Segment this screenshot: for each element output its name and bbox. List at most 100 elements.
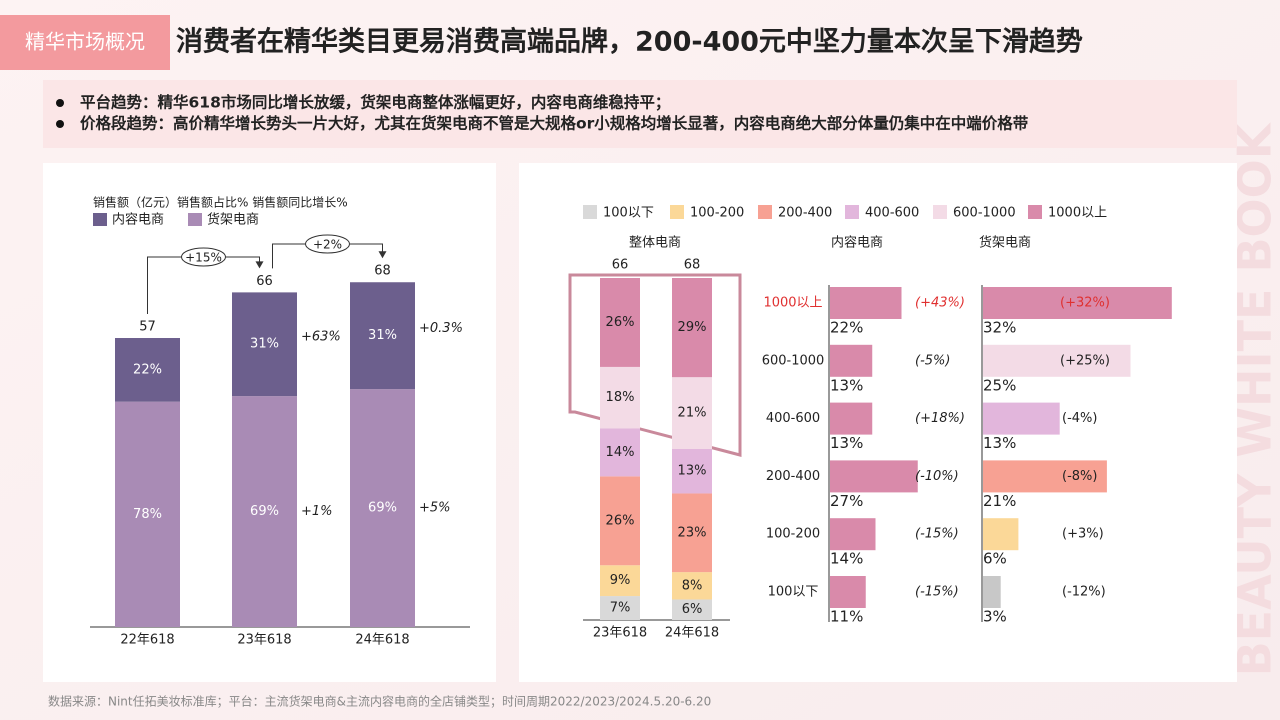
value-label: 13%	[983, 434, 1016, 452]
growth-label: (-8%)	[1062, 469, 1097, 484]
bar-segment	[232, 292, 297, 397]
bar	[983, 576, 1001, 608]
bar-segment	[672, 449, 712, 494]
value-label: 13%	[678, 464, 707, 479]
growth-label: (+3%)	[1062, 527, 1104, 542]
value-label: 11%	[830, 608, 863, 626]
annotation: +2%	[313, 238, 342, 252]
legend-label: 100以下	[603, 206, 654, 221]
value-label: 31%	[250, 337, 279, 352]
tag-box	[0, 15, 170, 70]
category-label: 400-600	[766, 411, 820, 426]
legend-swatch	[583, 205, 597, 219]
legend-swatch	[670, 205, 684, 219]
legend-swatch	[845, 205, 859, 219]
value-label: 14%	[830, 550, 863, 568]
bullet-dot	[56, 99, 64, 107]
value-label: 13%	[830, 434, 863, 452]
chart-title: 货架电商	[979, 235, 1031, 251]
bar-segment	[115, 401, 180, 627]
legend-label: 400-600	[865, 206, 919, 221]
bullet-dot	[56, 120, 64, 128]
x-tick-label: 23年618	[593, 626, 647, 641]
growth-label: (-15%)	[915, 585, 959, 600]
tag: 精华市场概况	[25, 30, 145, 54]
value-label: 13%	[830, 376, 863, 394]
category-label: 600-1000	[762, 353, 825, 368]
growth-label: (-15%)	[915, 527, 959, 542]
growth-label: (+32%)	[1060, 296, 1110, 311]
category-label: 1000以上	[763, 296, 822, 311]
value-label: 21%	[678, 406, 707, 421]
annotation: +15%	[185, 251, 222, 265]
title: 消费者在精华类目更易消费高端品牌，200-400元中坚力量本次呈下滑趋势	[176, 26, 1083, 58]
bar-segment	[672, 572, 712, 600]
category-label: 200-400	[766, 469, 820, 484]
bar	[830, 344, 873, 377]
value-label: 3%	[983, 608, 1007, 626]
bullet: 平台趋势：精华618市场同比增长放缓，货架电商整体涨幅更好，内容电商维稳持平；	[80, 93, 670, 112]
bar-segment	[672, 599, 712, 620]
value-label: 22%	[133, 362, 162, 377]
growth-label: +5%	[419, 501, 451, 516]
bar	[983, 287, 1172, 319]
category-label: 100以下	[768, 585, 819, 600]
value-label: 6%	[983, 550, 1007, 568]
legend-label: 1000以上	[1048, 206, 1107, 221]
annotation-bubble	[305, 234, 350, 254]
bar	[983, 402, 1060, 435]
total-label: 66	[256, 274, 273, 289]
growth-label: (+18%)	[915, 411, 965, 426]
growth-label: (-5%)	[915, 353, 950, 368]
category-label: 100-200	[766, 527, 820, 542]
value-label: 25%	[983, 376, 1016, 394]
bar-segment	[600, 366, 640, 429]
total-label: 66	[612, 258, 629, 273]
x-tick-label: 24年618	[665, 626, 719, 641]
bar-segment	[672, 278, 712, 378]
value-label: 22%	[830, 319, 863, 337]
legend-swatch	[188, 213, 202, 226]
legend-label: 100-200	[690, 206, 744, 221]
value-label: 23%	[678, 525, 707, 540]
footer: 数据来源：Nint任拓美妆标准库；平台：主流货架电商&主流内容电商的全店铺类型；…	[48, 694, 711, 709]
x-tick-label: 22年618	[120, 633, 174, 648]
value-label: 26%	[606, 513, 635, 528]
total-label: 57	[139, 320, 156, 335]
bar	[983, 344, 1131, 377]
value-label: 21%	[983, 492, 1016, 510]
bar-segment	[672, 493, 712, 573]
bar-segment	[115, 338, 180, 402]
value-label: 78%	[133, 507, 162, 522]
growth-label: +63%	[301, 330, 341, 345]
legend-swatch	[93, 213, 107, 226]
bar	[830, 402, 873, 435]
legend-swatch	[758, 205, 772, 219]
annotation-arrow	[378, 251, 387, 259]
bar	[830, 460, 918, 493]
bar-segment	[600, 476, 640, 566]
legend-label: 内容电商	[112, 212, 164, 228]
bar-segment	[232, 396, 297, 627]
value-label: 7%	[610, 601, 631, 616]
value-label: 29%	[678, 320, 707, 335]
growth-label: (+43%)	[915, 296, 965, 311]
value-label: 8%	[682, 578, 703, 593]
legend-swatch	[933, 205, 947, 219]
value-label: 27%	[830, 492, 863, 510]
subtitle: 整体电商	[629, 236, 681, 251]
value-label: 69%	[250, 504, 279, 519]
bar-segment	[600, 428, 640, 477]
bar-segment	[600, 565, 640, 597]
bar	[830, 576, 866, 608]
total-label: 68	[374, 264, 391, 279]
bar-segment	[672, 377, 712, 449]
bar	[983, 518, 1019, 551]
value-label: 6%	[682, 602, 703, 617]
annotation-bubble	[181, 247, 226, 267]
bar	[830, 518, 876, 551]
highlight-frame	[568, 273, 742, 457]
value-label: 9%	[610, 573, 631, 588]
bar-segment	[600, 596, 640, 620]
